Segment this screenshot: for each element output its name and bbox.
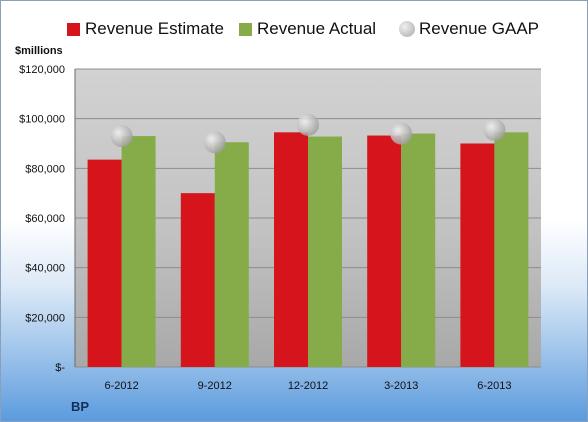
x-tick-label: 3-2013 bbox=[384, 380, 418, 392]
y-tick-label: $120,000 bbox=[19, 64, 65, 76]
actual-bar bbox=[121, 136, 156, 367]
gaap-marker bbox=[390, 122, 413, 145]
estimate-bar bbox=[367, 135, 402, 367]
y-tick-label: $40,000 bbox=[25, 263, 65, 275]
legend-swatch-gaap bbox=[399, 21, 415, 37]
legend-item-estimate: Revenue Estimate bbox=[67, 17, 224, 41]
y-tick-label: $- bbox=[55, 362, 65, 374]
actual-bar bbox=[214, 142, 249, 367]
estimate-bar bbox=[87, 159, 122, 367]
legend: Revenue Estimate Revenue Actual Revenue … bbox=[1, 17, 588, 41]
legend-label-estimate: Revenue Estimate bbox=[85, 19, 224, 38]
estimate-bar bbox=[460, 143, 495, 367]
estimate-bar bbox=[274, 132, 308, 367]
actual-bar bbox=[494, 132, 529, 367]
gaap-marker bbox=[483, 118, 506, 141]
legend-item-actual: Revenue Actual bbox=[239, 17, 376, 41]
gaap-marker bbox=[203, 131, 226, 154]
y-tick-label: $20,000 bbox=[25, 312, 65, 324]
x-tick-label: 6-2013 bbox=[477, 380, 511, 392]
x-tick-label: 9-2012 bbox=[198, 380, 232, 392]
actual-bar bbox=[401, 133, 436, 367]
y-tick-label: $100,000 bbox=[19, 114, 65, 126]
unit-label: $millions bbox=[15, 45, 63, 57]
x-tick-label: 12-2012 bbox=[288, 380, 328, 392]
legend-label-actual: Revenue Actual bbox=[257, 19, 377, 38]
gaap-marker bbox=[110, 125, 133, 148]
y-tick-label: $60,000 bbox=[25, 213, 65, 225]
actual-bar bbox=[308, 136, 342, 367]
y-tick-label: $80,000 bbox=[25, 163, 65, 175]
x-tick-label: 6-2012 bbox=[104, 380, 138, 392]
legend-swatch-actual bbox=[239, 22, 252, 36]
legend-swatch-estimate bbox=[67, 22, 80, 36]
company-label: BP bbox=[71, 399, 90, 414]
legend-label-gaap: Revenue GAAP bbox=[419, 19, 540, 38]
estimate-bar bbox=[180, 193, 215, 367]
legend-item-gaap: Revenue GAAP bbox=[399, 17, 539, 41]
gaap-marker bbox=[297, 113, 319, 136]
